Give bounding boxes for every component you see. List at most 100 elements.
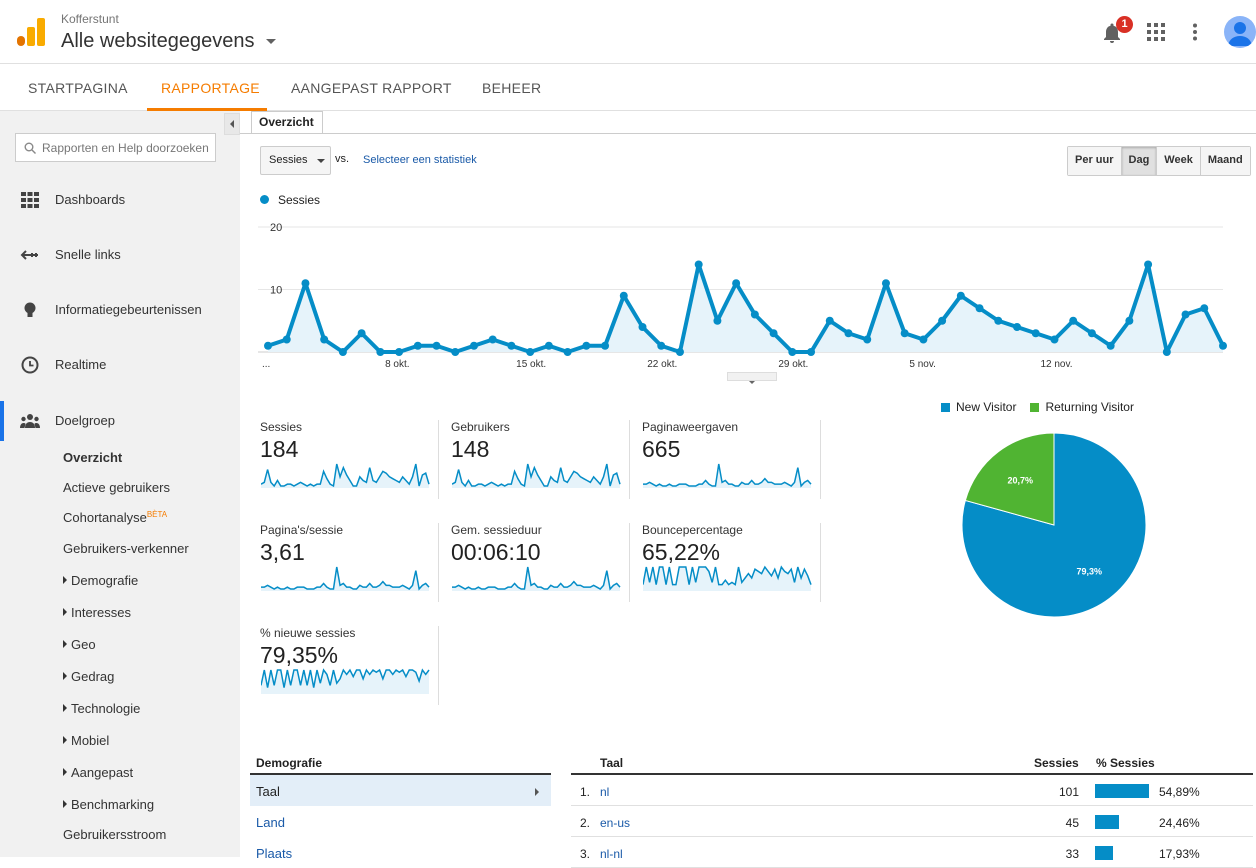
demografie-taal[interactable]: Taal — [250, 775, 551, 806]
tab-aangepast-rapport[interactable]: AANGEPAST RAPPORT — [291, 80, 452, 96]
data-point[interactable] — [507, 341, 516, 350]
data-point[interactable] — [582, 341, 591, 350]
data-point[interactable] — [638, 323, 647, 331]
data-point[interactable] — [282, 335, 291, 344]
data-point[interactable] — [1031, 329, 1040, 338]
sidebar-sub-aangepast[interactable]: Aangepast — [63, 765, 133, 780]
period-week-button[interactable]: Week — [1157, 147, 1201, 175]
analytics-logo-icon[interactable] — [17, 18, 45, 46]
sidebar-item-doelgroep[interactable]: Doelgroep — [0, 401, 240, 441]
data-point[interactable] — [1162, 348, 1171, 356]
data-point[interactable] — [807, 348, 816, 356]
sidebar-sub-cohortanalyse[interactable]: CohortanalyseBÈTA — [63, 510, 167, 525]
collapse-sidebar-button[interactable] — [224, 113, 240, 135]
sidebar-sub-gebruikersstroom[interactable]: Gebruikersstroom — [63, 827, 167, 842]
data-point[interactable] — [264, 341, 272, 350]
sidebar-sub-technologie[interactable]: Technologie — [63, 701, 140, 716]
period-maand-button[interactable]: Maand — [1200, 147, 1250, 175]
data-point[interactable] — [526, 348, 535, 356]
row-language-link[interactable]: en-us — [600, 816, 631, 830]
data-point[interactable] — [301, 279, 310, 288]
tab-overzicht[interactable]: Overzicht — [251, 111, 323, 134]
data-point[interactable] — [675, 348, 684, 356]
data-point[interactable] — [619, 291, 628, 300]
sidebar-sub-actieve-gebruikers[interactable]: Actieve gebruikers — [63, 480, 170, 495]
period-dag-button[interactable]: Dag — [1121, 147, 1158, 175]
column-header-pct-sessies[interactable]: % Sessies — [1096, 756, 1155, 770]
data-point[interactable] — [713, 316, 722, 325]
data-point[interactable] — [544, 341, 553, 350]
compare-metric-link[interactable]: Selecteer een statistiek — [363, 154, 477, 166]
data-point[interactable] — [750, 310, 759, 319]
data-point[interactable] — [1069, 316, 1078, 325]
data-point[interactable] — [1125, 316, 1134, 325]
period-per-uur-button[interactable]: Per uur — [1068, 147, 1122, 175]
data-point[interactable] — [563, 348, 572, 356]
data-point[interactable] — [825, 316, 834, 325]
legend-new-visitor[interactable]: New Visitor — [941, 400, 1016, 414]
data-point[interactable] — [432, 341, 441, 350]
data-point[interactable] — [994, 316, 1003, 325]
data-point[interactable] — [320, 335, 329, 344]
sidebar-sub-overzicht[interactable]: Overzicht — [63, 450, 123, 465]
data-point[interactable] — [1181, 310, 1190, 319]
data-point[interactable] — [1013, 323, 1022, 331]
data-point[interactable] — [938, 316, 947, 325]
data-point[interactable] — [1144, 260, 1153, 269]
data-point[interactable] — [1219, 341, 1227, 350]
data-point[interactable] — [769, 329, 778, 338]
sidebar-item-realtime[interactable]: Realtime — [0, 345, 240, 385]
data-point[interactable] — [1050, 335, 1059, 344]
data-point[interactable] — [488, 335, 497, 344]
sidebar-sub-mobiel[interactable]: Mobiel — [63, 733, 109, 748]
sidebar-sub-geo[interactable]: Geo — [63, 637, 96, 652]
sidebar-item-snelle-links[interactable]: Snelle links — [0, 235, 240, 275]
data-point[interactable] — [338, 348, 347, 356]
demografie-plaats[interactable]: Plaats — [256, 846, 293, 861]
pie-slice[interactable] — [961, 432, 1147, 618]
data-point[interactable] — [788, 348, 797, 356]
pie-slice[interactable] — [964, 432, 1055, 526]
sidebar-sub-gedrag[interactable]: Gedrag — [63, 669, 114, 684]
data-point[interactable] — [956, 291, 965, 300]
data-point[interactable] — [732, 279, 741, 288]
metric-select[interactable]: Sessies — [260, 146, 331, 175]
sidebar-sub-demografie[interactable]: Demografie — [63, 573, 138, 588]
caret-down-icon[interactable] — [266, 39, 276, 44]
data-point[interactable] — [975, 304, 984, 313]
data-point[interactable] — [413, 341, 422, 350]
row-language-link[interactable]: nl — [600, 785, 610, 799]
data-point[interactable] — [395, 348, 404, 356]
more-vert-icon[interactable] — [1192, 23, 1198, 41]
data-point[interactable] — [357, 329, 366, 338]
data-point[interactable] — [451, 348, 460, 356]
row-language-link[interactable]: nl-nl — [600, 847, 623, 861]
data-point[interactable] — [469, 341, 478, 350]
tab-beheer[interactable]: BEHEER — [482, 80, 542, 96]
sidebar-item-informatiegebeurtenissen[interactable]: Informatiegebeurtenissen — [0, 290, 240, 330]
user-avatar[interactable] — [1224, 16, 1256, 48]
sidebar-item-dashboards[interactable]: Dashboards — [0, 180, 240, 220]
data-point[interactable] — [376, 348, 385, 356]
sidebar-sub-benchmarking[interactable]: Benchmarking — [63, 797, 154, 812]
data-point[interactable] — [601, 341, 610, 350]
data-point[interactable] — [1200, 304, 1209, 313]
property-selector[interactable]: Alle websitegegevens — [61, 30, 255, 52]
report-search-input[interactable]: Rapporten en Help doorzoeken — [15, 133, 216, 162]
column-header-sessies[interactable]: Sessies — [1034, 756, 1079, 770]
data-point[interactable] — [863, 335, 872, 344]
sidebar-sub-interesses[interactable]: Interesses — [63, 605, 131, 620]
legend-returning-visitor[interactable]: Returning Visitor — [1030, 400, 1134, 414]
tab-startpagina[interactable]: STARTPAGINA — [28, 80, 128, 96]
chart-expand-handle[interactable] — [727, 372, 777, 384]
demografie-land[interactable]: Land — [256, 815, 285, 830]
data-point[interactable] — [844, 329, 853, 338]
data-point[interactable] — [881, 279, 890, 288]
data-point[interactable] — [1106, 341, 1115, 350]
data-point[interactable] — [694, 260, 703, 269]
data-point[interactable] — [1087, 329, 1096, 338]
apps-grid-icon[interactable] — [1147, 23, 1165, 41]
data-point[interactable] — [657, 341, 666, 350]
sidebar-sub-gebruikers-verkenner[interactable]: Gebruikers-verkenner — [63, 541, 189, 556]
data-point[interactable] — [900, 329, 909, 338]
